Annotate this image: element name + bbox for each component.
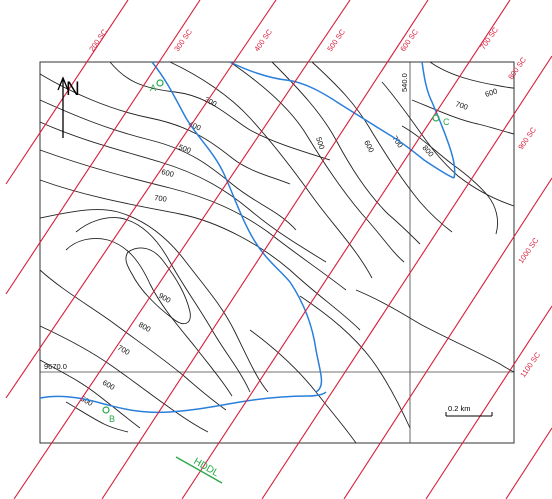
point-b-label: B — [109, 414, 115, 424]
contour-line — [39, 121, 327, 263]
contour-label: 700 — [154, 193, 168, 204]
contour-line — [125, 247, 191, 325]
easting-grid-label: 540.0 — [400, 73, 409, 92]
point-c-label: C — [443, 117, 450, 127]
hddl: HDDL — [175, 456, 223, 484]
contour-line — [39, 99, 297, 231]
north-arrow: N — [57, 76, 80, 138]
scale-bar: 0.2 km — [445, 404, 493, 417]
point-c[interactable]: C — [432, 114, 450, 127]
scale-bar-label: 0.2 km — [448, 404, 471, 413]
point-a[interactable]: A — [150, 79, 164, 93]
contour-label: 900 — [157, 291, 172, 305]
contour-line — [355, 289, 515, 373]
point-b-marker[interactable] — [102, 406, 110, 414]
contour-label: 500 — [314, 136, 326, 151]
stream-line — [39, 391, 327, 414]
contour-label: 500 — [177, 142, 192, 155]
contour-line — [411, 99, 515, 135]
section-lines: 200 SC 300 SC 400 SC 500 SC 600 SC 700 SC800 … — [5, 0, 552, 499]
contour-label: 400 — [187, 120, 202, 133]
section-line — [5, 0, 129, 185]
contour-line — [271, 61, 421, 245]
north-arrow-head — [57, 76, 69, 91]
contour-label: 600 — [484, 86, 499, 98]
contour-lines — [39, 61, 515, 444]
section-line — [5, 0, 201, 295]
section-line — [343, 177, 552, 499]
sample-points: A B C — [102, 79, 450, 424]
contour-label: 600 — [362, 139, 376, 154]
section-line-label: 800 SC — [506, 55, 528, 81]
section-line — [425, 305, 552, 499]
contour-labels: 300 400 500 600 700 500 600 700 800 600 … — [79, 86, 499, 408]
point-a-label: A — [150, 83, 156, 93]
contour-line — [39, 359, 141, 429]
contour-line — [299, 295, 411, 429]
contour-line — [39, 209, 269, 393]
contour-line — [311, 61, 453, 233]
contour-line — [39, 269, 227, 411]
contour-label: 700 — [454, 99, 469, 111]
section-line-label: 700 SC — [478, 25, 500, 51]
contour-label: 800 — [137, 320, 152, 334]
section-line-label: 1000 SC — [516, 236, 540, 266]
contour-line — [249, 329, 357, 444]
section-line — [261, 55, 552, 499]
section-line-label: 900 SC — [516, 125, 538, 151]
contour-line — [39, 73, 291, 185]
contour-line — [65, 401, 129, 433]
stream-line — [151, 61, 323, 393]
contour-line — [229, 61, 405, 263]
section-line — [101, 0, 429, 499]
section-line — [505, 427, 552, 499]
contour-line — [381, 81, 515, 207]
north-arrow-label: N — [66, 79, 80, 100]
map-frame — [39, 61, 515, 444]
point-c-marker[interactable] — [432, 114, 440, 122]
stream-line — [229, 61, 455, 179]
section-line — [181, 0, 511, 499]
contour-line — [429, 61, 515, 89]
section-line-label: 300 SC — [172, 27, 194, 53]
contour-line — [169, 61, 373, 279]
point-a-marker[interactable] — [156, 79, 164, 87]
section-line-label: 200 SC — [87, 27, 109, 53]
contour-label: 600 — [101, 378, 116, 392]
hddl-line — [175, 456, 223, 484]
point-b[interactable]: B — [102, 406, 115, 424]
section-line — [5, 0, 277, 399]
streams — [39, 61, 456, 414]
contour-line — [75, 217, 251, 393]
contour-line — [65, 238, 233, 397]
contour-label: 800 — [421, 143, 436, 158]
stream-line — [421, 61, 456, 179]
section-line-label: 1100 SC — [518, 350, 542, 379]
contour-line — [109, 61, 331, 161]
contour-line — [39, 325, 209, 433]
northing-grid-label: 9670.0 — [44, 362, 67, 371]
contour-label: 600 — [161, 167, 175, 179]
section-line — [13, 0, 351, 499]
contour-line — [39, 179, 361, 331]
contour-line — [39, 149, 347, 291]
hddl-label: HDDL — [192, 456, 221, 479]
